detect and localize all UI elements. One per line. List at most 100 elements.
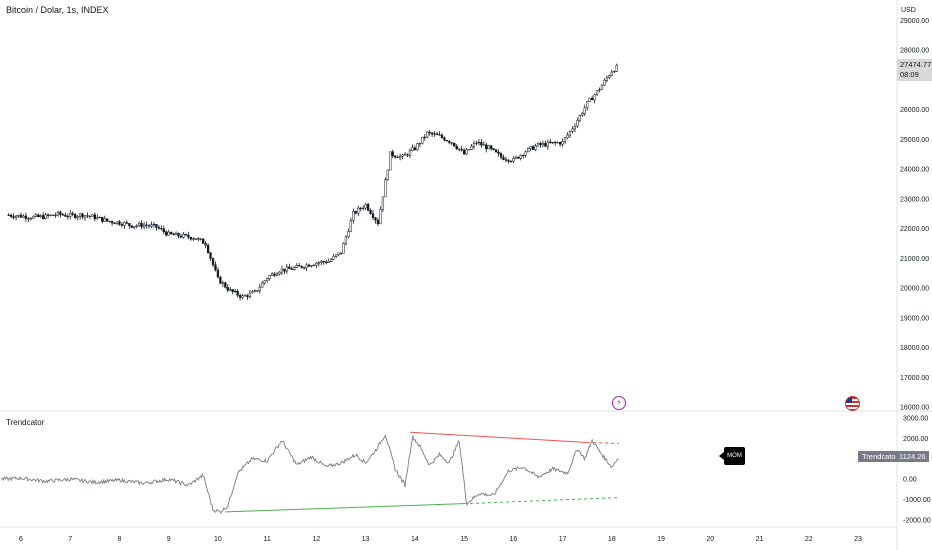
candle-body [187,234,190,238]
candle-body [86,215,89,217]
candle-body [566,134,569,138]
candle-body [408,150,412,156]
candle-body [608,75,611,79]
resistance-trendline-extension [587,441,620,444]
osc-tick-label: 0.00 [903,477,917,484]
indicator-title: Trendcator [6,418,45,427]
candle-body [615,64,618,72]
candle-body [352,211,355,221]
candle-body [349,220,353,232]
candle-body [258,286,261,291]
candle-body [138,222,141,226]
candle-body [300,265,303,268]
time-tick-label: 19 [657,536,665,543]
candle-body [155,224,158,228]
candle-body [603,80,606,86]
candle-body [209,252,212,259]
last-price-tag: 27474.77 08:09 [897,59,932,81]
candle-body [17,214,20,217]
time-tick-label: 14 [411,536,419,543]
candle-body [88,215,92,217]
candle-body [428,131,431,134]
time-tick-label: 16 [509,536,517,543]
candle-body [76,216,79,218]
candle-body [406,154,409,156]
candle-body [374,217,377,221]
candle-body [19,214,23,218]
candle-body [125,222,129,224]
candle-body [507,159,510,162]
candle-body [224,282,227,288]
candle-body [44,214,47,219]
candle-body [42,215,45,219]
candle-body [54,214,57,216]
mom-badge[interactable]: MOM [719,447,745,465]
candle-body [470,146,473,150]
candle-body [101,216,104,222]
candle-body [275,273,279,276]
candle-body [248,292,252,298]
candle-body [600,84,604,90]
candle-body [24,215,28,219]
candle-body [147,225,151,227]
candle-body [593,94,596,101]
candle-body [549,141,552,144]
time-tick-label: 12 [313,536,321,543]
candle-body [74,214,77,218]
candle-body [128,223,131,226]
candle-body [241,295,244,298]
lightning-icon[interactable]: ⚡ [612,396,626,410]
candle-body [467,149,471,151]
candle-body [445,140,449,142]
candle-body [556,142,559,144]
candle-body [10,214,13,217]
candle-body [509,161,513,163]
indicator-value-tag: 1124.26 [896,451,929,462]
price-tick-label: 16000.00 [900,405,929,412]
time-tick-label: 13 [362,536,370,543]
candle-body [558,142,562,145]
candle-body [539,142,542,146]
candle-body [157,227,161,229]
candle-body [448,140,451,143]
candle-body [234,290,237,293]
candle-body [490,145,493,149]
candle-body [330,259,333,262]
time-tick-label: 6 [19,536,23,543]
price-tick-label: 23000.00 [900,196,929,203]
price-tick-label: 18000.00 [900,345,929,352]
time-tick-label: 15 [460,536,468,543]
candle-body [416,143,419,150]
us-flag-icon[interactable] [845,396,860,411]
candle-body [541,143,545,146]
candle-body [160,227,163,230]
candle-body [71,213,74,215]
candle-body [162,228,165,232]
candle-body [106,218,109,222]
candle-body [418,143,421,145]
candle-body [152,224,156,226]
candle-body [288,266,291,269]
candle-body [610,71,613,76]
candle-body [211,258,215,266]
candle-body [581,113,584,116]
candle-body [389,151,392,171]
candle-body [315,262,318,266]
candle-body [39,215,42,217]
candle-body [150,224,153,227]
candle-body [266,278,269,281]
candle-body [310,265,313,267]
candle-body [204,243,207,246]
candle-body [504,159,508,161]
candle-body [123,222,126,226]
last-price: 27474.77 [900,60,932,69]
candle-body [482,144,485,146]
candle-body [327,261,330,263]
candle-body [27,218,30,220]
candle-body [256,290,259,292]
candle-body [295,265,298,268]
osc-tick-label: -2000.00 [903,518,931,525]
time-tick-label: 8 [118,536,122,543]
candle-body [22,215,25,218]
